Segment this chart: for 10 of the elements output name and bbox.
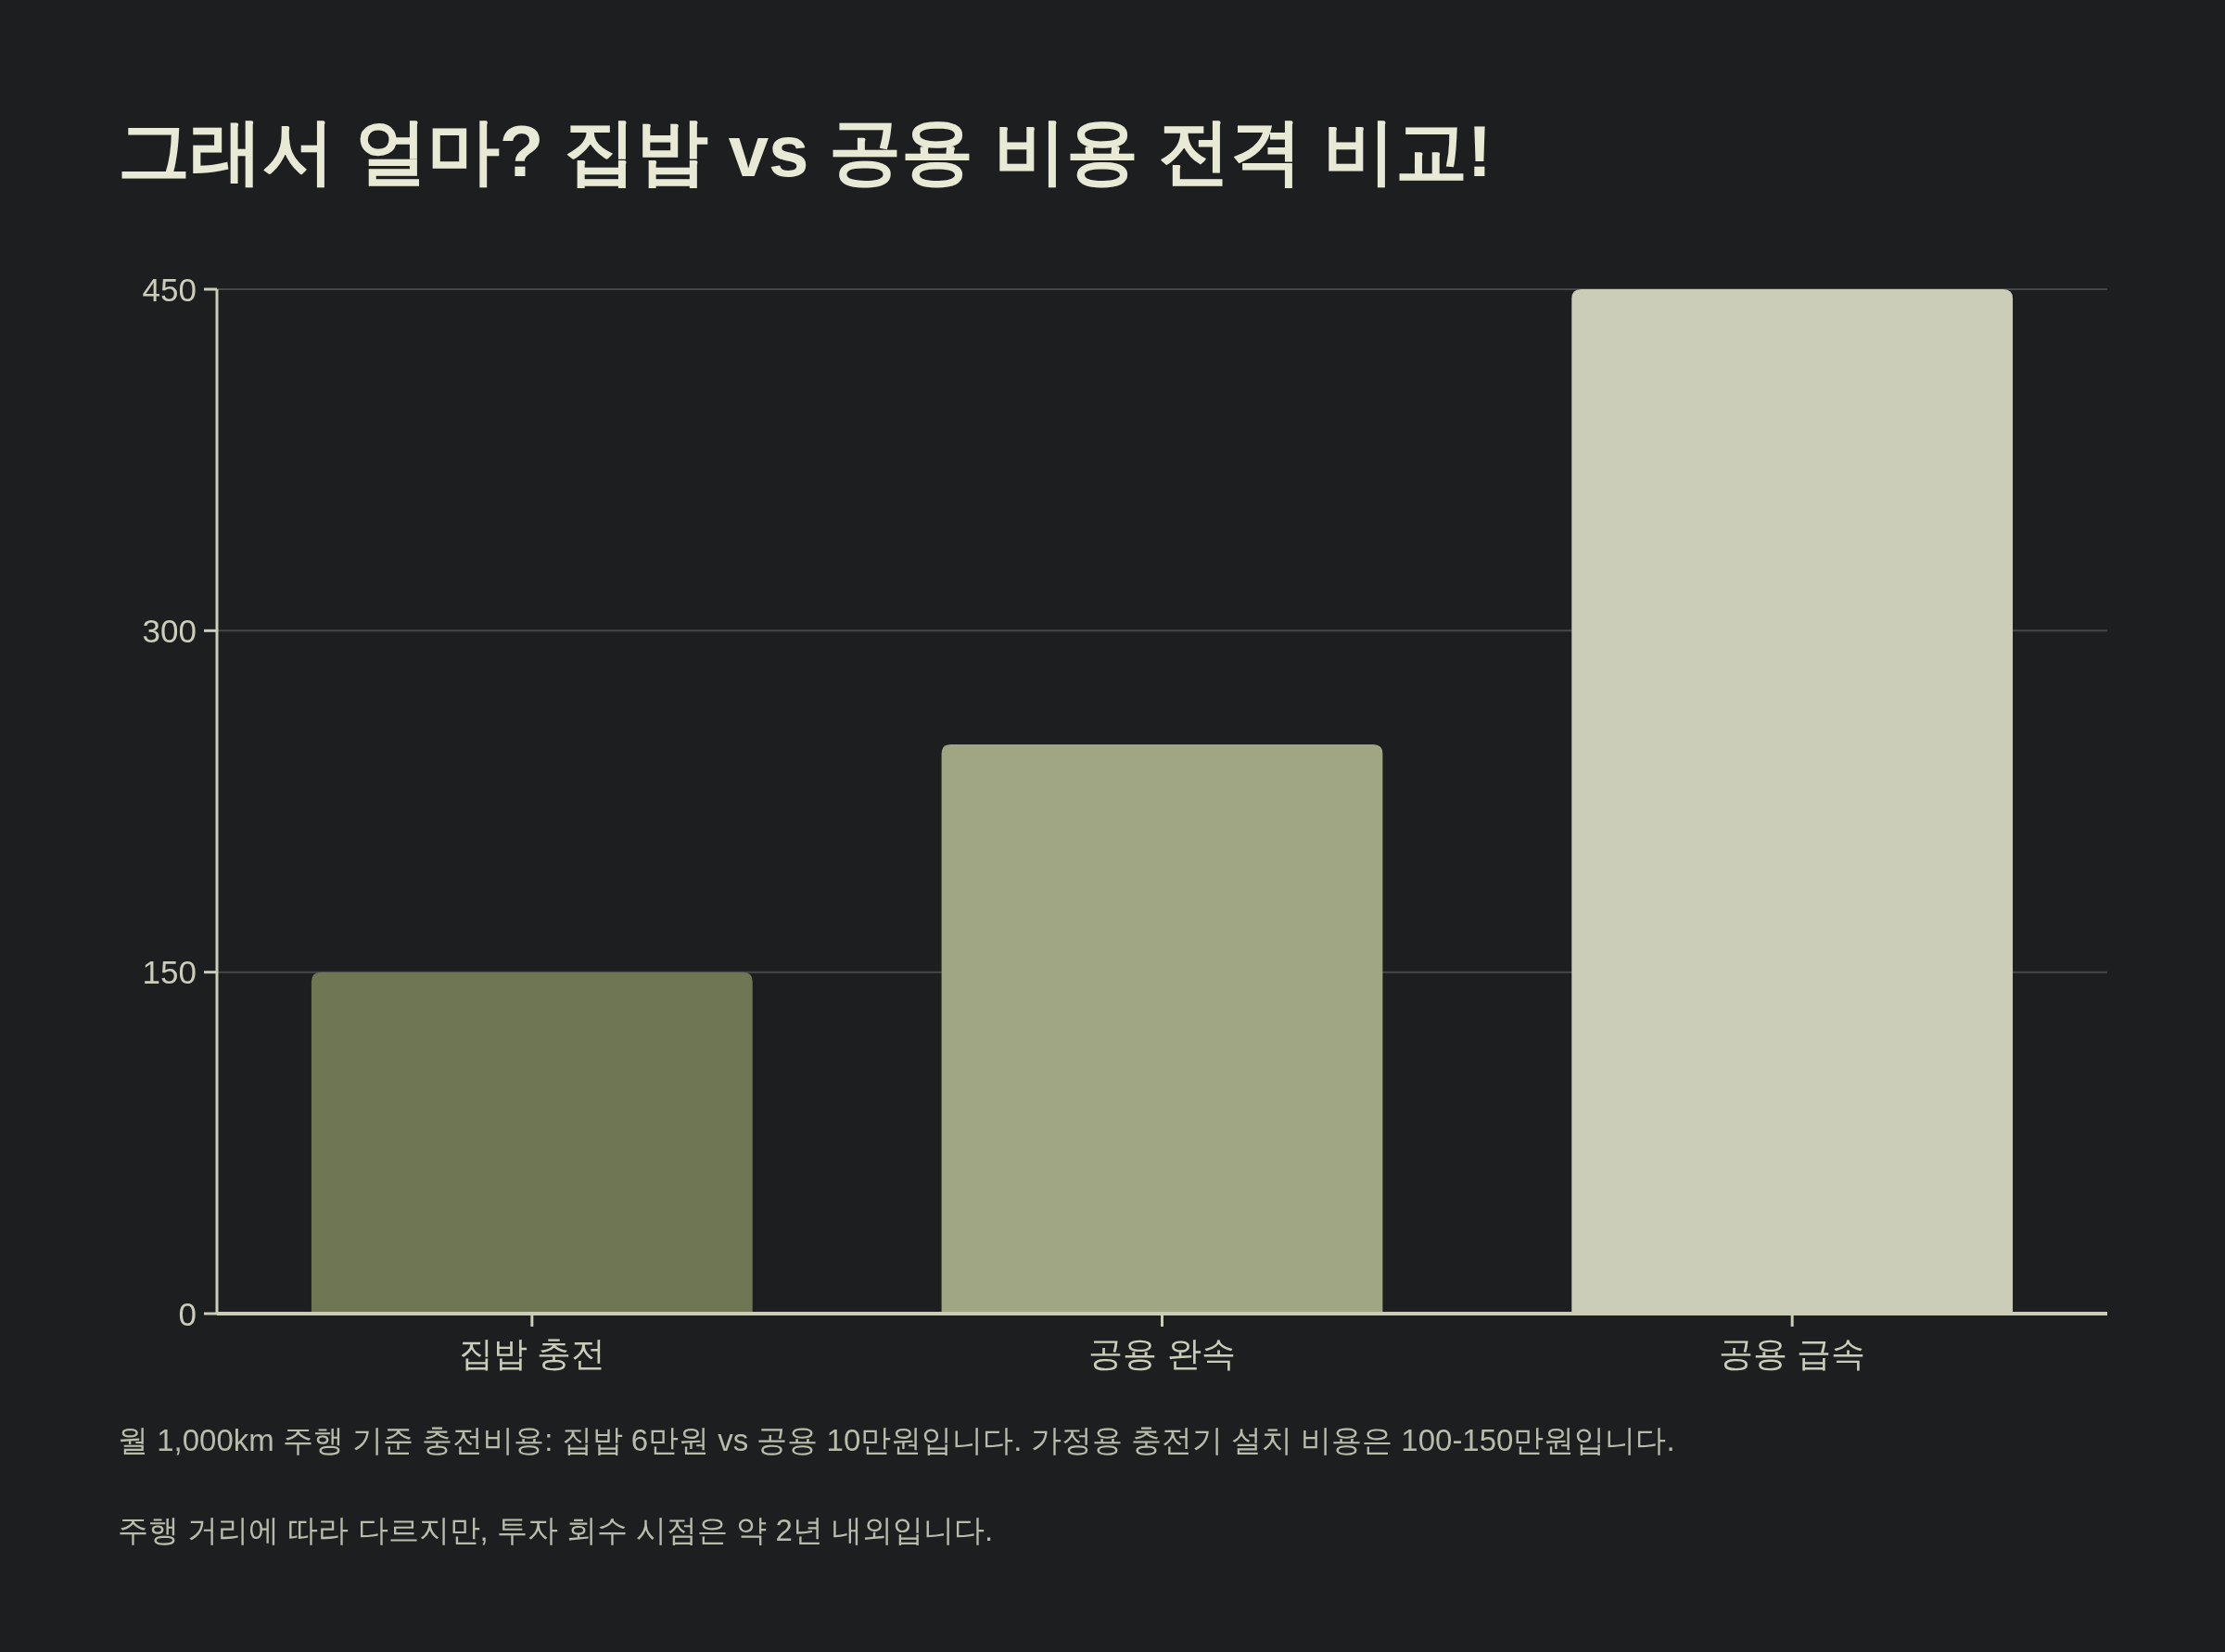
y-tick-label: 450: [142, 271, 197, 308]
chart-title: 그래서 얼마? 집밥 vs 공용 비용 전격 비교!: [118, 110, 1493, 192]
text: 월 1,000km 주행 기준 충전비용: 집밥 6만원 vs 공용 10만원입니다. 가정용 충전기 설치 비용은 100-150만원입니다.: [118, 1423, 1675, 1457]
x-tick-label: 공용 완속: [1088, 1335, 1236, 1373]
x-tick-label: 공용 급속: [1719, 1335, 1866, 1373]
y-tick-label: 0: [178, 1295, 197, 1332]
text: 주행 거리에 따라 다르지만, 투자 회수 시점은 약 2년 내외입니다.: [118, 1513, 994, 1547]
x-tick-label: 집밥 충전: [458, 1335, 605, 1373]
y-tick-label: 300: [142, 612, 197, 649]
y-tick-label: 150: [142, 954, 197, 991]
